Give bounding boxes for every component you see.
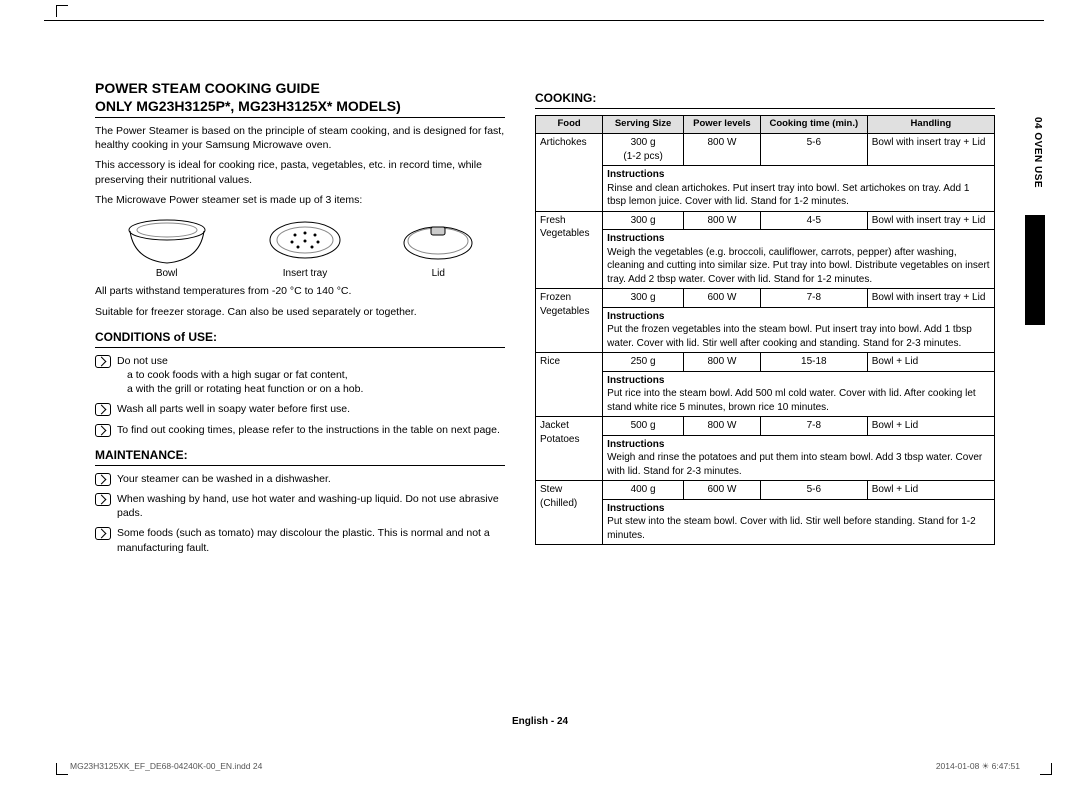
- section-tab: [1025, 215, 1045, 325]
- table-cell-food: Rice: [536, 353, 603, 417]
- conditions-heading: CONDITIONS of USE:: [95, 329, 505, 348]
- table-cell-power: 600 W: [684, 481, 761, 500]
- cooking-heading: COOKING:: [535, 90, 995, 109]
- table-cell-instructions: InstructionsPut rice into the steam bowl…: [603, 371, 995, 417]
- table-cell-handling: Bowl + Lid: [867, 481, 994, 500]
- tab-label: 04 OVEN USE: [1032, 117, 1043, 188]
- parts-illustration: Bowl Insert tray Lid: [95, 215, 505, 281]
- th-time: Cooking time (min.): [760, 116, 867, 134]
- table-cell-size: 250 g: [603, 353, 684, 372]
- table-cell-power: 800 W: [684, 211, 761, 230]
- th-serving: Serving Size: [603, 116, 684, 134]
- freezer-note: Suitable for freezer storage. Can also b…: [95, 305, 505, 319]
- table-cell-time: 5-6: [760, 134, 867, 166]
- table-cell-power: 600 W: [684, 289, 761, 308]
- table-cell-power: 800 W: [684, 417, 761, 436]
- table-cell-size: 300 g(1-2 pcs): [603, 134, 684, 166]
- table-cell-time: 7-8: [760, 289, 867, 308]
- table-cell-size: 300 g: [603, 211, 684, 230]
- page-footer: English - 24: [0, 716, 1080, 727]
- th-power: Power levels: [684, 116, 761, 134]
- maintenance-heading: MAINTENANCE:: [95, 447, 505, 466]
- th-food: Food: [536, 116, 603, 134]
- maintenance-list: Your steamer can be washed in a dishwash…: [95, 472, 505, 555]
- insert-tray-icon: [265, 215, 345, 265]
- table-cell-instructions: InstructionsWeigh the vegetables (e.g. b…: [603, 230, 995, 289]
- table-cell-time: 5-6: [760, 481, 867, 500]
- table-cell-handling: Bowl + Lid: [867, 417, 994, 436]
- table-cell-handling: Bowl with insert tray + Lid: [867, 134, 994, 166]
- table-cell-power: 800 W: [684, 353, 761, 372]
- table-cell-size: 400 g: [603, 481, 684, 500]
- intro-text: The Microwave Power steamer set is made …: [95, 193, 505, 207]
- table-cell-food: Jacket Potatoes: [536, 417, 603, 481]
- table-cell-handling: Bowl with insert tray + Lid: [867, 289, 994, 308]
- cooking-table: Food Serving Size Power levels Cooking t…: [535, 115, 995, 545]
- table-cell-time: 4-5: [760, 211, 867, 230]
- bowl-icon: [122, 215, 212, 265]
- print-footer: MG23H3125XK_EF_DE68-04240K-00_EN.indd 24…: [70, 761, 1020, 772]
- table-cell-instructions: InstructionsWeigh and rinse the potatoes…: [603, 435, 995, 481]
- lid-icon: [398, 215, 478, 265]
- table-cell-food: Fresh Vegetables: [536, 211, 603, 289]
- table-cell-time: 15-18: [760, 353, 867, 372]
- th-handling: Handling: [867, 116, 994, 134]
- page-title: POWER STEAM COOKING GUIDE ONLY MG23H3125…: [95, 80, 505, 118]
- temp-note: All parts withstand temperatures from -2…: [95, 284, 505, 298]
- table-cell-time: 7-8: [760, 417, 867, 436]
- table-cell-size: 500 g: [603, 417, 684, 436]
- conditions-list: Do not use a to cook foods with a high s…: [95, 354, 505, 437]
- table-cell-instructions: InstructionsRinse and clean artichokes. …: [603, 166, 995, 212]
- table-cell-size: 300 g: [603, 289, 684, 308]
- table-cell-power: 800 W: [684, 134, 761, 166]
- table-cell-instructions: InstructionsPut the frozen vegetables in…: [603, 307, 995, 353]
- table-cell-food: Stew (Chilled): [536, 481, 603, 545]
- table-cell-instructions: InstructionsPut stew into the steam bowl…: [603, 499, 995, 545]
- table-cell-food: Artichokes: [536, 134, 603, 212]
- table-cell-handling: Bowl with insert tray + Lid: [867, 211, 994, 230]
- table-cell-handling: Bowl + Lid: [867, 353, 994, 372]
- intro-text: This accessory is ideal for cooking rice…: [95, 158, 505, 186]
- intro-text: The Power Steamer is based on the princi…: [95, 124, 505, 152]
- table-cell-food: Frozen Vegetables: [536, 289, 603, 353]
